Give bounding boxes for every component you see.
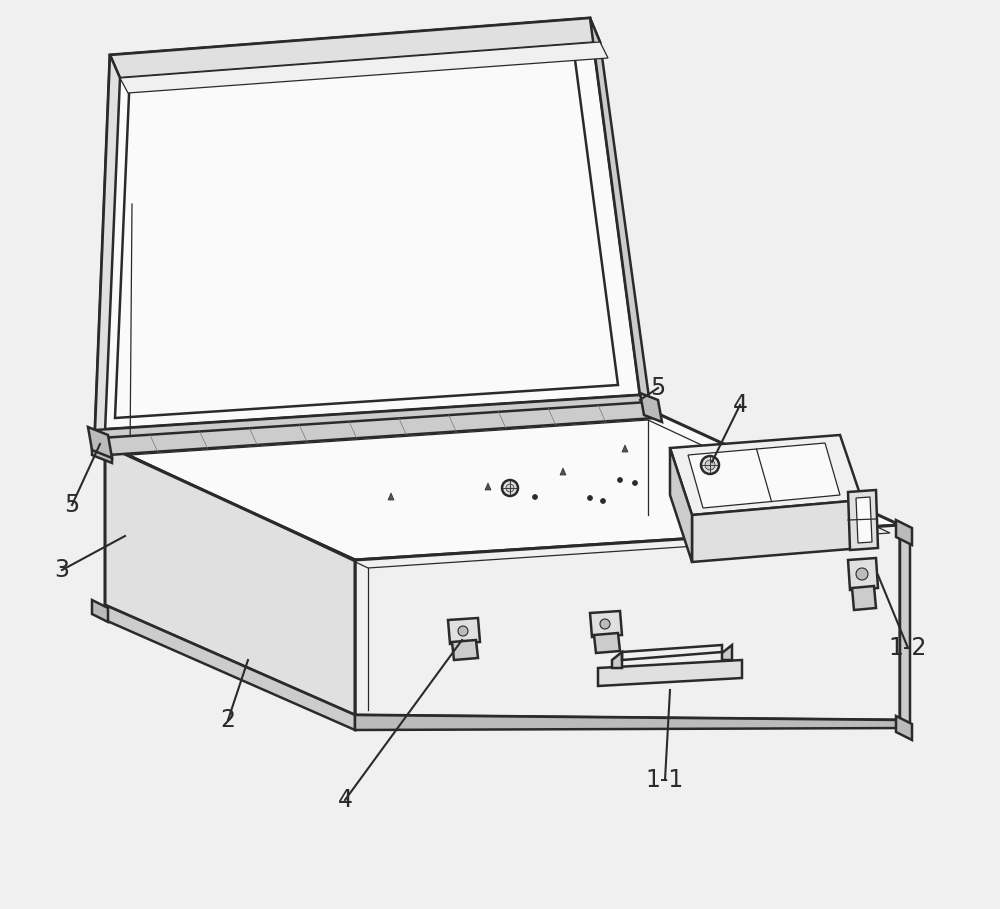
Polygon shape (115, 37, 618, 418)
Text: 5: 5 (64, 493, 80, 517)
Polygon shape (896, 520, 912, 545)
Circle shape (856, 568, 868, 580)
Circle shape (701, 456, 719, 474)
Text: 4: 4 (338, 788, 352, 812)
Polygon shape (856, 497, 872, 543)
Polygon shape (560, 468, 566, 475)
Polygon shape (355, 525, 900, 720)
Polygon shape (95, 395, 650, 445)
Polygon shape (120, 42, 608, 93)
Text: 1-2: 1-2 (889, 636, 927, 660)
Text: 4: 4 (732, 393, 748, 417)
Polygon shape (590, 611, 622, 637)
Text: 3: 3 (54, 558, 70, 582)
Circle shape (502, 480, 518, 496)
Polygon shape (452, 640, 478, 660)
Polygon shape (848, 558, 878, 590)
Polygon shape (95, 18, 640, 430)
Polygon shape (92, 442, 112, 463)
Polygon shape (640, 393, 662, 422)
Polygon shape (105, 410, 900, 560)
Polygon shape (852, 586, 876, 610)
Text: 5: 5 (650, 376, 666, 400)
Polygon shape (670, 435, 862, 515)
Polygon shape (688, 443, 840, 508)
Polygon shape (598, 660, 742, 686)
Text: 1-1: 1-1 (646, 768, 684, 792)
Circle shape (532, 494, 538, 500)
Circle shape (458, 626, 468, 636)
Polygon shape (88, 427, 112, 458)
Polygon shape (448, 618, 480, 644)
Polygon shape (612, 652, 622, 668)
Polygon shape (896, 716, 912, 740)
Polygon shape (105, 605, 355, 730)
Polygon shape (100, 402, 655, 455)
Polygon shape (355, 715, 910, 730)
Polygon shape (95, 55, 120, 432)
Polygon shape (670, 448, 692, 562)
Polygon shape (110, 18, 600, 78)
Circle shape (633, 481, 638, 485)
Circle shape (600, 619, 610, 629)
Circle shape (618, 477, 622, 483)
Circle shape (705, 460, 715, 470)
Polygon shape (900, 525, 910, 728)
Polygon shape (590, 18, 650, 405)
Polygon shape (388, 493, 394, 500)
Polygon shape (485, 483, 491, 490)
Polygon shape (594, 633, 620, 653)
Circle shape (588, 495, 592, 501)
Polygon shape (848, 490, 878, 550)
Polygon shape (692, 500, 862, 562)
Text: 2: 2 (220, 708, 236, 732)
Polygon shape (92, 600, 108, 622)
Polygon shape (722, 645, 732, 660)
Polygon shape (622, 445, 628, 452)
Polygon shape (105, 445, 355, 715)
Circle shape (506, 484, 514, 492)
Circle shape (600, 498, 606, 504)
